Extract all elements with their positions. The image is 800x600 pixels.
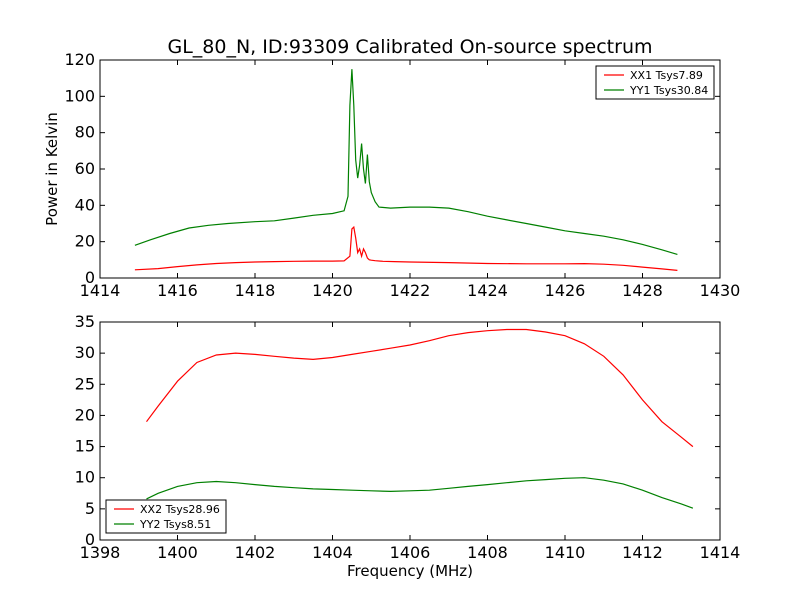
x-tick-label: 1406: [390, 543, 431, 562]
y-tick-label: 35: [75, 312, 95, 331]
bottom-panel: 1398 1400 1402 1404 1406 1408 1410 1412 1414 0 5 10…: [75, 312, 741, 580]
series-line-1-2: [134, 69, 678, 255]
y-tick-label: 120: [64, 50, 95, 69]
legend-label: XX2 Tsys28.96: [140, 503, 220, 516]
y-tick-label: 60: [75, 159, 95, 178]
figure-title: GL_80_N, ID:93309 Calibrated On-source s…: [167, 36, 652, 58]
top-panel: 1414 1416 1418 1420 1422 1424 1426 1428 1430 0 20 4…: [43, 50, 740, 300]
x-tick-label: 1400: [157, 543, 198, 562]
x-tick-label: 1420: [312, 281, 353, 300]
y-tick-label: 20: [75, 405, 95, 424]
y-tick-label: 100: [64, 86, 95, 105]
y-tick-label: 10: [75, 468, 95, 487]
top-panel-ylabel: Power in Kelvin: [43, 112, 61, 226]
x-tick-label: 1416: [157, 281, 198, 300]
x-tick-label: 1418: [235, 281, 276, 300]
x-tick-label: 1430: [700, 281, 741, 300]
y-tick-label: 5: [85, 499, 95, 518]
y-tick-label: 80: [75, 123, 95, 142]
y-tick-label: 25: [75, 374, 95, 393]
y-tick-label: 30: [75, 343, 95, 362]
x-tick-label: 1414: [700, 543, 741, 562]
series-line-1-1: [134, 225, 678, 271]
series-line-2-1: [146, 328, 694, 448]
bottom-panel-xlabel: Frequency (MHz): [347, 562, 473, 580]
y-tick-label: 40: [75, 195, 95, 214]
x-tick-label: 1404: [312, 543, 353, 562]
x-tick-label: 1422: [390, 281, 431, 300]
y-tick-label: 0: [85, 268, 95, 287]
x-tick-label: 1398: [80, 543, 121, 562]
legend-box: [595, 65, 715, 100]
y-tick-label: 20: [75, 232, 95, 251]
legend-label: YY2 Tsys8.51: [139, 518, 211, 531]
x-tick-label: 1412: [622, 543, 663, 562]
x-tick-label: 1414: [80, 281, 121, 300]
y-tick-label: 0: [85, 530, 95, 549]
x-tick-label: 1402: [235, 543, 276, 562]
x-tick-label: 1424: [467, 281, 508, 300]
y-tick-label: 15: [75, 437, 95, 456]
series-line-2-2: [146, 477, 694, 509]
legend-label: YY1 Tsys30.84: [629, 84, 708, 97]
x-tick-label: 1428: [622, 281, 663, 300]
legend-label: XX1 Tsys7.89: [630, 69, 703, 82]
x-tick-label: 1410: [545, 543, 586, 562]
x-tick-label: 1426: [545, 281, 586, 300]
x-tick-label: 1408: [467, 543, 508, 562]
legend-box: [105, 499, 227, 534]
